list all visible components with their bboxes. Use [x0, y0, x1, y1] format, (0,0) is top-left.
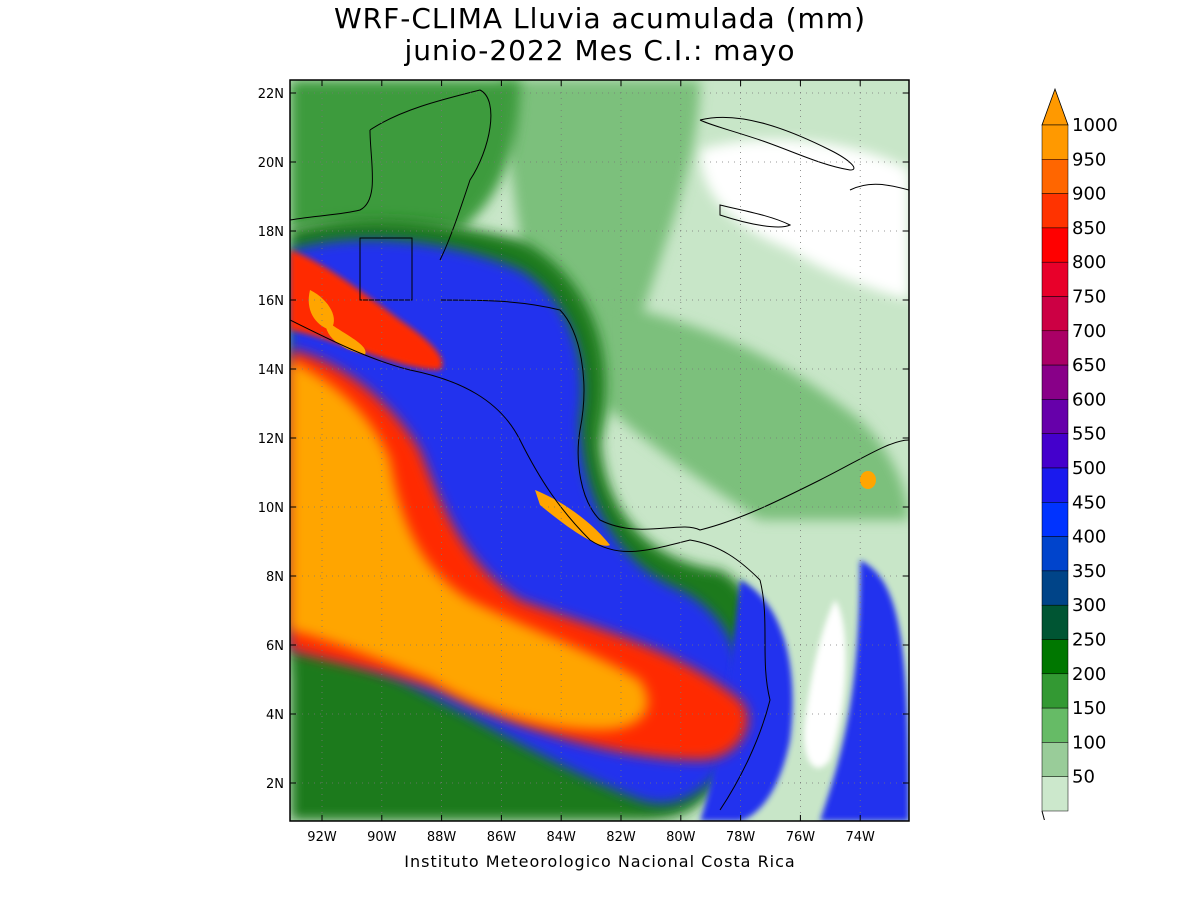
- colorbar-swatch: [1041, 330, 1069, 366]
- colorbar-swatch: [1041, 227, 1069, 263]
- colorbar-label: 450: [1072, 492, 1106, 513]
- lat-label: 6N: [266, 639, 284, 654]
- coast-yucatan: [369, 89, 492, 261]
- colorbar-label: 1000: [1072, 115, 1118, 136]
- lon-label: 92W: [307, 830, 337, 845]
- colorbar-label: 700: [1072, 321, 1106, 342]
- colorbar-swatch: [1041, 159, 1069, 194]
- colorbar-swatch: [1041, 433, 1069, 469]
- colorbar-swatch: [1041, 742, 1069, 777]
- lat-label: 2N: [266, 777, 284, 792]
- credit-text: Instituto Meteorologico Nacional Costa R…: [404, 852, 796, 871]
- colorbar-swatch: [1041, 604, 1069, 640]
- colorbar-label: 300: [1072, 595, 1106, 616]
- lat-label: 22N: [258, 87, 284, 102]
- colorbar-label: 600: [1072, 389, 1106, 410]
- colorbar-under-tail: [1041, 810, 1045, 820]
- lon-label: 88W: [427, 830, 457, 845]
- colorbar-label: 500: [1072, 458, 1106, 479]
- colorbar-swatch: [1041, 296, 1069, 332]
- field-orange-spot-1: [308, 290, 334, 330]
- map-title: WRF-CLIMA Lluvia acumulada (mm): [334, 2, 866, 35]
- colorbar-labels: 1000 950 900 850 800 750 700 650 600 550 500 450 400…: [1072, 115, 1118, 788]
- coast-pacific: [290, 319, 761, 581]
- colorbar-swatch: [1041, 261, 1069, 297]
- colorbar-label: 900: [1072, 184, 1106, 205]
- field-dry-valley: [804, 600, 846, 768]
- field-orange-costa-rica: [535, 490, 610, 546]
- colorbar-swatch: [1041, 639, 1069, 675]
- colorbar-swatch: [1041, 776, 1069, 812]
- lon-label: 84W: [546, 830, 576, 845]
- coast-gulf: [290, 129, 373, 221]
- colorbar-label: 50: [1072, 767, 1095, 788]
- colorbar-swatch: [1041, 124, 1069, 160]
- field-blue-colombia-east: [820, 560, 909, 821]
- map-frame: [289, 79, 910, 822]
- colorbar-swatch: [1041, 364, 1069, 400]
- colorbar-swatch: [1041, 399, 1069, 434]
- colorbar-label: 800: [1072, 252, 1106, 273]
- axis-ticks: [290, 80, 909, 821]
- lat-label: 12N: [258, 432, 284, 447]
- colorbar-swatch: [1041, 502, 1069, 537]
- lon-label: 76W: [786, 830, 816, 845]
- field-orange-spot-colombia: [860, 471, 876, 489]
- lat-label: 10N: [258, 501, 284, 516]
- colorbar: 1000 950 900 850 800 750 700 650 600 550 500 450 400…: [1041, 87, 1118, 820]
- field-blue-colombia-west: [700, 580, 793, 821]
- latitude-labels: 22N 20N 18N 16N 14N 12N 10N 8N 6N 4N 2N: [258, 87, 284, 792]
- colorbar-label: 650: [1072, 355, 1106, 376]
- lon-label: 86W: [487, 830, 517, 845]
- colorbar-swatch: [1041, 673, 1069, 709]
- colorbar-over-triangle: [1041, 87, 1069, 126]
- field-light-green-central: [600, 300, 909, 520]
- lat-label: 4N: [266, 708, 284, 723]
- map-subtitle: junio-2022 Mes C.I.: mayo: [404, 34, 796, 67]
- colorbar-swatch: [1041, 193, 1069, 229]
- coast-cuba: [699, 116, 855, 171]
- field-red-guatemala: [290, 250, 443, 370]
- lon-label: 78W: [726, 830, 756, 845]
- colorbar-swatches: [1041, 87, 1069, 820]
- colorbar-label: 100: [1072, 732, 1106, 753]
- colorbar-label: 250: [1072, 630, 1106, 651]
- lon-label: 80W: [666, 830, 696, 845]
- colorbar-label: 750: [1072, 287, 1106, 308]
- colorbar-swatch: [1041, 570, 1069, 606]
- colorbar-label: 150: [1072, 698, 1106, 719]
- lat-label: 18N: [258, 225, 284, 240]
- colorbar-label: 950: [1072, 149, 1106, 170]
- field-orange-pacific: [290, 360, 648, 730]
- colorbar-label: 850: [1072, 218, 1106, 239]
- field-green-yucatan: [290, 80, 520, 230]
- colorbar-swatch: [1041, 467, 1069, 503]
- lat-label: 20N: [258, 156, 284, 171]
- coastlines: [290, 89, 909, 811]
- border-belize: [359, 237, 413, 301]
- colorbar-swatch: [1041, 536, 1069, 572]
- lat-label: 14N: [258, 363, 284, 378]
- lon-label: 74W: [845, 830, 875, 845]
- lat-label: 8N: [266, 570, 284, 585]
- field-dry-caribbean: [700, 139, 909, 300]
- colorbar-label: 550: [1072, 424, 1106, 445]
- coast-jamaica: [719, 204, 792, 228]
- lat-label: 16N: [258, 294, 284, 309]
- longitude-labels: 92W 90W 88W 86W 84W 82W 80W 78W 76W 74W: [307, 830, 875, 845]
- colorbar-label: 200: [1072, 664, 1106, 685]
- rainfall-field: [290, 80, 909, 821]
- field-orange-spot-2: [325, 320, 366, 355]
- lon-label: 82W: [606, 830, 636, 845]
- colorbar-swatch: [1041, 707, 1069, 743]
- colorbar-label: 350: [1072, 561, 1106, 582]
- coast-caribbean: [439, 299, 909, 531]
- lon-label: 90W: [367, 830, 397, 845]
- colorbar-label: 400: [1072, 527, 1106, 548]
- coast-hispaniola: [849, 183, 909, 191]
- coast-colombia: [719, 579, 771, 811]
